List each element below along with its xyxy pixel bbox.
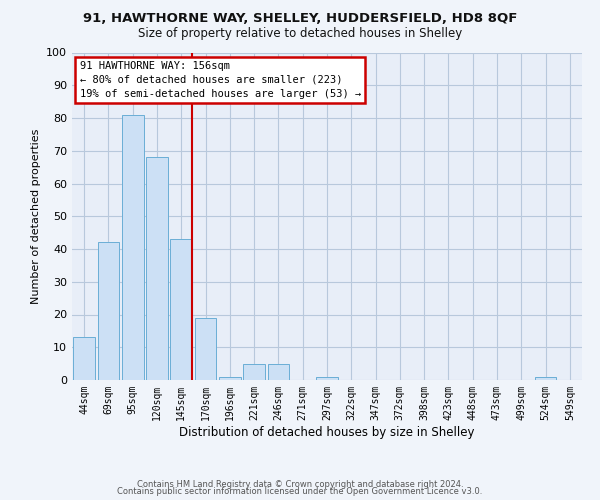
Bar <box>122 114 143 380</box>
Bar <box>146 158 168 380</box>
Bar <box>170 239 192 380</box>
Y-axis label: Number of detached properties: Number of detached properties <box>31 128 41 304</box>
Bar <box>97 242 119 380</box>
Bar <box>219 376 241 380</box>
Text: Contains HM Land Registry data © Crown copyright and database right 2024.: Contains HM Land Registry data © Crown c… <box>137 480 463 489</box>
Bar <box>73 338 95 380</box>
X-axis label: Distribution of detached houses by size in Shelley: Distribution of detached houses by size … <box>179 426 475 438</box>
Text: 91 HAWTHORNE WAY: 156sqm
← 80% of detached houses are smaller (223)
19% of semi-: 91 HAWTHORNE WAY: 156sqm ← 80% of detach… <box>80 60 361 98</box>
Text: Contains public sector information licensed under the Open Government Licence v3: Contains public sector information licen… <box>118 488 482 496</box>
Bar <box>194 318 217 380</box>
Bar <box>268 364 289 380</box>
Bar <box>316 376 338 380</box>
Bar <box>535 376 556 380</box>
Text: 91, HAWTHORNE WAY, SHELLEY, HUDDERSFIELD, HD8 8QF: 91, HAWTHORNE WAY, SHELLEY, HUDDERSFIELD… <box>83 12 517 26</box>
Bar <box>243 364 265 380</box>
Text: Size of property relative to detached houses in Shelley: Size of property relative to detached ho… <box>138 28 462 40</box>
